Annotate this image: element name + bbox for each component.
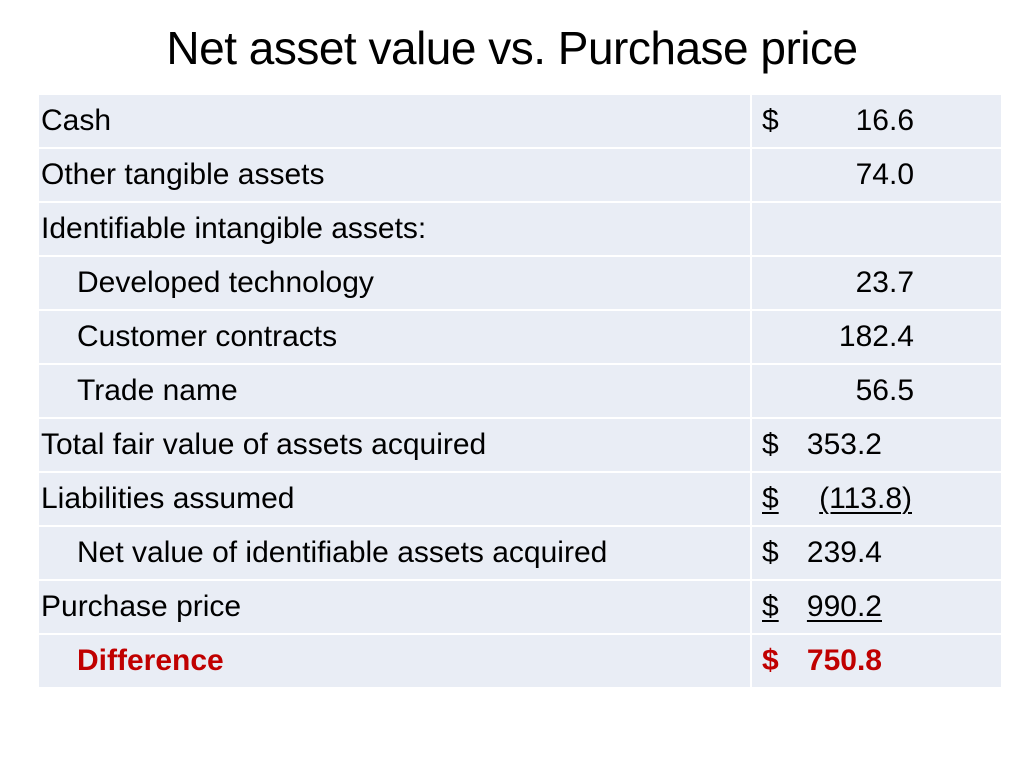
currency-symbol: $ [762,482,779,515]
row-value-cell: $ (113.8) [750,471,1003,527]
row-label-cell: Developed technology [37,255,752,311]
currency-symbol: $ [762,428,779,461]
row-label-cell: Customer contracts [37,309,752,365]
row-value-cell: 56.5 [750,363,1003,419]
row-value: 56.5 [753,366,1000,416]
currency-symbol: $ [762,536,779,569]
row-label: Other tangible assets [41,158,325,191]
row-label-cell: Other tangible assets [37,147,752,203]
row-label-cell: Net value of identifiable assets acquire… [37,525,752,581]
table-row: Cash $16.6 [37,93,1003,149]
row-value: $16.6 [753,96,1000,146]
currency-symbol: $ [762,590,779,623]
row-label-cell: Difference [37,633,752,689]
row-value-cell: 23.7 [750,255,1003,311]
row-label-cell: Trade name [37,363,752,419]
row-value-cell: $353.2 [750,417,1003,473]
row-label-cell: Total fair value of assets acquired [37,417,752,473]
slide-title: Net asset value vs. Purchase price [166,22,858,74]
row-value-cell: 74.0 [750,147,1003,203]
amount: 750.8 [806,644,882,677]
amount: 16.6 [855,104,914,137]
difference-value: $750.8 [753,636,1000,686]
amount: 23.7 [855,266,914,299]
amount: 74.0 [855,158,914,191]
table-row: Purchase price $990.2 [37,579,1003,635]
row-label: Net value of identifiable assets acquire… [77,536,608,569]
row-value: $ (113.8) [753,474,1000,524]
row-label: Identifiable intangible assets: [41,212,427,245]
table-row: Other tangible assets 74.0 [37,147,1003,203]
table-row: Identifiable intangible assets: [37,201,1003,257]
row-value-cell: $16.6 [750,93,1003,149]
table-row: Developed technology 23.7 [37,255,1003,311]
row-label-cell: Cash [37,93,752,149]
row-value-cell: $239.4 [750,525,1003,581]
row-label-cell: Liabilities assumed [37,471,752,527]
row-value-cell [750,201,1003,257]
currency-symbol: $ [762,644,779,677]
table-row: Customer contracts 182.4 [37,309,1003,365]
table-row: Difference $750.8 [37,633,1003,689]
row-value: 23.7 [753,258,1000,308]
amount: (113.8) [819,482,912,515]
row-value: $353.2 [753,420,1000,470]
row-label: Liabilities assumed [41,482,295,515]
row-label: Total fair value of assets acquired [41,428,487,461]
amount: 182.4 [838,320,914,353]
row-value-cell: $750.8 [750,633,1003,689]
row-label: Customer contracts [77,320,338,353]
underlined-amount: $ (113.8) [762,474,912,524]
amount: 990.2 [806,590,882,623]
amount: 56.5 [855,374,914,407]
row-value: $990.2 [753,582,1000,632]
asset-table: Cash $16.6 Other tangible assets 74.0 Id… [37,93,1003,689]
table-row: Net value of identifiable assets acquire… [37,525,1003,581]
table-row: Liabilities assumed $ (113.8) [37,471,1003,527]
table-row: Total fair value of assets acquired $353… [37,417,1003,473]
row-label: Cash [41,104,112,137]
amount: 353.2 [806,428,882,461]
row-value: 74.0 [753,150,1000,200]
underlined-amount: $990.2 [762,582,882,632]
row-label: Developed technology [77,266,374,299]
row-value [753,204,1000,254]
row-value: $239.4 [753,528,1000,578]
amount: 239.4 [806,536,882,569]
currency-symbol: $ [762,104,779,137]
row-value-cell: 182.4 [750,309,1003,365]
row-value-cell: $990.2 [750,579,1003,635]
table-row: Trade name 56.5 [37,363,1003,419]
row-label-cell: Purchase price [37,579,752,635]
row-value: 182.4 [753,312,1000,362]
row-label-cell: Identifiable intangible assets: [37,201,752,257]
difference-label: Difference [77,644,224,677]
row-label: Trade name [77,374,238,407]
row-label: Purchase price [41,590,242,623]
